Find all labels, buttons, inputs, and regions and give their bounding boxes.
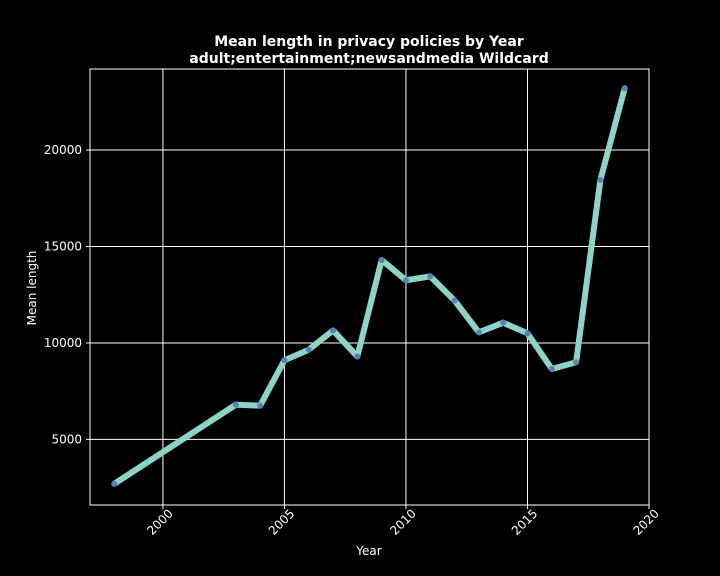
x-tick-label: 2010 bbox=[387, 506, 418, 537]
chart-subtitle: adult;entertainment;newsandmedia Wildcar… bbox=[189, 51, 548, 67]
y-axis-label: Mean length bbox=[25, 251, 39, 326]
data-point bbox=[621, 85, 628, 92]
series bbox=[111, 85, 628, 487]
data-point bbox=[378, 256, 385, 263]
data-point bbox=[330, 327, 337, 334]
data-point bbox=[548, 365, 555, 372]
plot-area bbox=[89, 68, 650, 506]
data-point bbox=[305, 346, 312, 353]
data-point bbox=[500, 319, 507, 326]
y-tick-label: 15000 bbox=[44, 239, 82, 253]
data-point bbox=[475, 329, 482, 336]
data-point bbox=[573, 359, 580, 366]
data-point bbox=[597, 176, 604, 183]
y-tick-label: 10000 bbox=[44, 336, 82, 350]
x-tick-label: 2020 bbox=[630, 506, 661, 537]
data-point bbox=[354, 353, 361, 360]
data-point bbox=[111, 480, 118, 487]
data-point bbox=[451, 297, 458, 304]
data-point bbox=[281, 357, 288, 364]
data-point bbox=[257, 402, 264, 409]
grid bbox=[90, 69, 650, 505]
x-tick-label: 2015 bbox=[509, 506, 540, 537]
series-line bbox=[111, 85, 628, 487]
axis-ticks: 2000 2005 2010 2015 2020 5000 10000 15000 20000 bbox=[44, 143, 662, 538]
x-axis-label: Year bbox=[355, 544, 381, 558]
chart-title: Mean length in privacy policies by Year bbox=[214, 34, 524, 50]
data-point bbox=[232, 401, 239, 408]
y-tick-label: 5000 bbox=[51, 432, 82, 446]
data-point bbox=[427, 273, 434, 280]
data-point bbox=[402, 277, 409, 284]
data-point bbox=[524, 330, 531, 337]
x-tick-label: 2000 bbox=[144, 506, 175, 537]
x-tick-label: 2005 bbox=[266, 506, 297, 537]
y-tick-label: 20000 bbox=[44, 143, 82, 157]
